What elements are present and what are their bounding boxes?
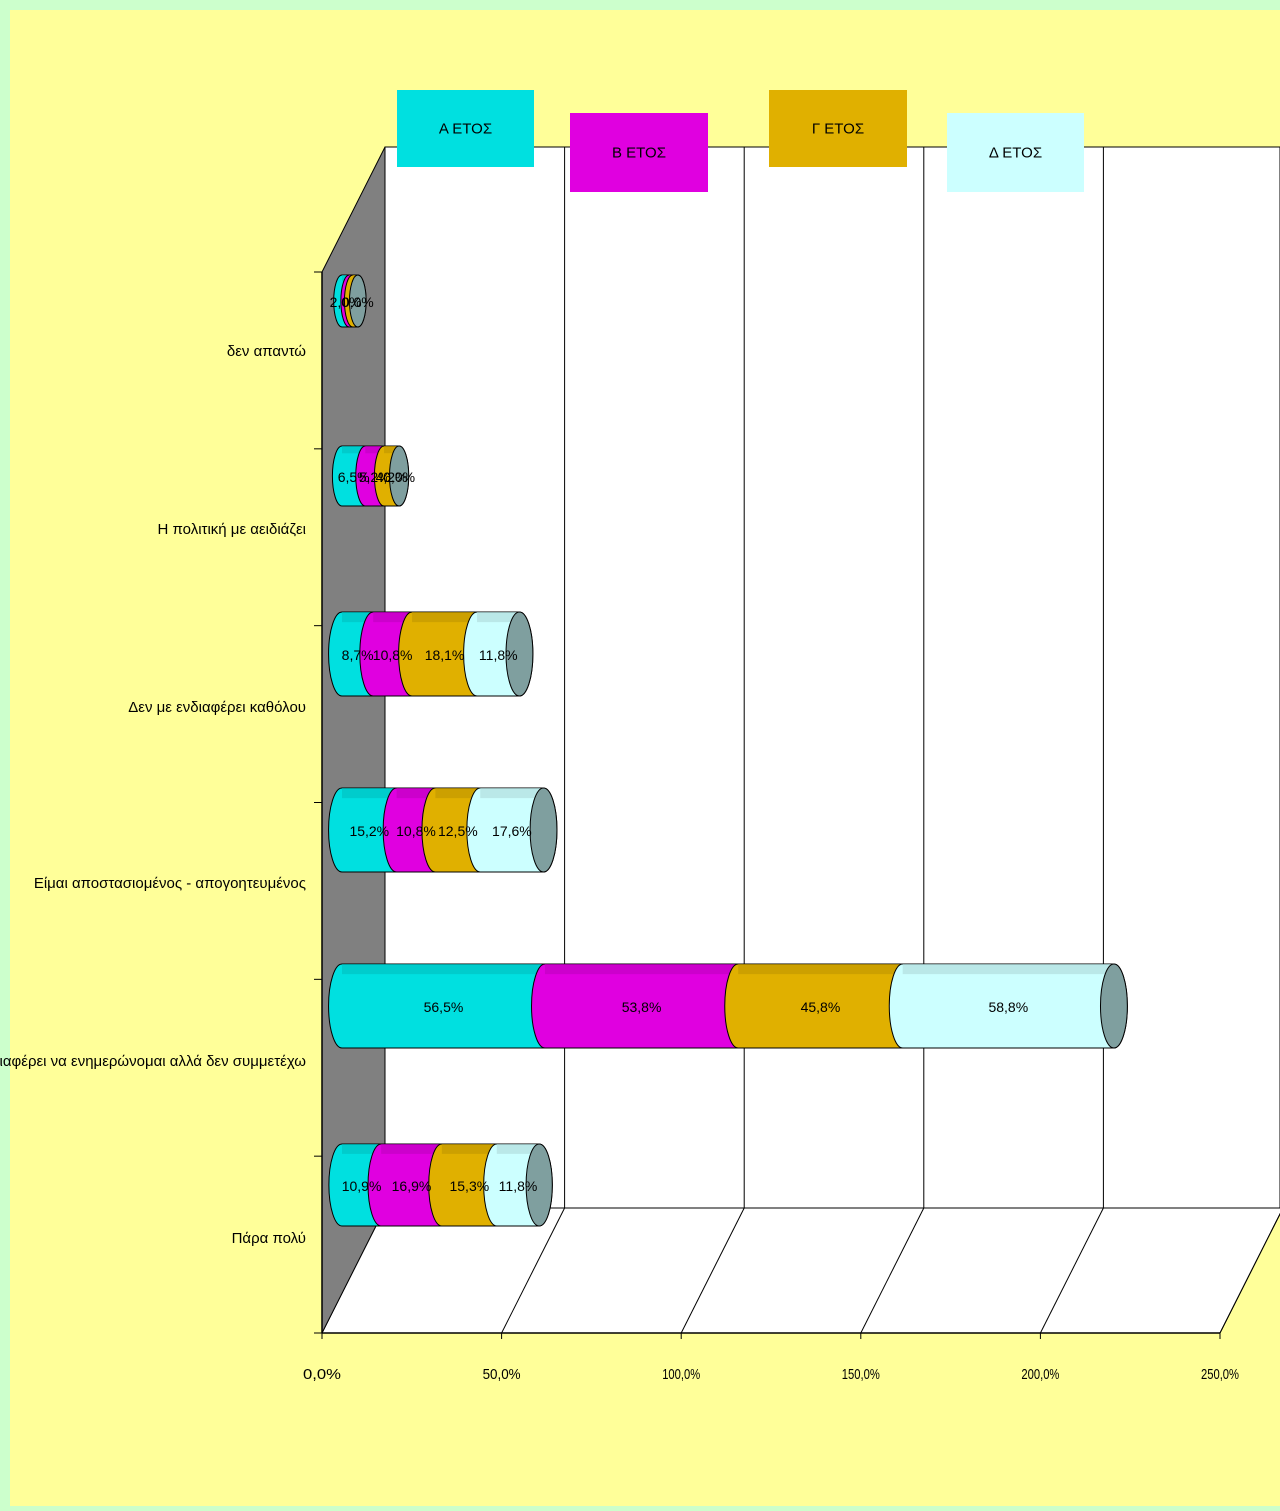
bar-end-cap — [1099, 963, 1128, 1049]
data-label: 15,3% — [449, 1178, 489, 1194]
data-label: 58,8% — [988, 999, 1028, 1015]
data-label: 45,8% — [801, 999, 841, 1015]
x-tick-label: 200,0% — [1021, 1366, 1059, 1383]
data-label: 53,8% — [622, 999, 662, 1015]
data-label: 10,9% — [342, 1178, 382, 1194]
data-label: 10,8% — [396, 823, 436, 839]
data-label: 4,2% — [376, 469, 408, 485]
bar-segment-shade — [477, 612, 520, 623]
x-tick-label: 50,0% — [483, 1366, 521, 1383]
bar-end-cap — [525, 1143, 553, 1227]
floor-gridline — [501, 1207, 566, 1334]
data-label: 10,8% — [373, 647, 413, 663]
x-tick-label: 0,0% — [303, 1366, 341, 1383]
plot-floor — [321, 1207, 1280, 1334]
bar-end-cap — [389, 445, 410, 507]
data-label: 15,2% — [349, 823, 389, 839]
bar-segment-shade — [381, 1144, 442, 1154]
data-label: 16,9% — [392, 1178, 432, 1194]
bar-segment-shade — [396, 788, 436, 799]
category-label: Η πολιτική με αειδιάζει — [158, 521, 306, 538]
bar-end-cap — [348, 274, 367, 328]
data-label: 11,8% — [479, 647, 518, 663]
legend-swatch — [769, 90, 907, 167]
bar-segment-shade — [435, 788, 481, 799]
data-label: 0,0% — [342, 294, 374, 310]
bar-segment-shade — [342, 1144, 382, 1154]
floor-gridline — [860, 1207, 925, 1334]
bar-segment-shade — [412, 612, 478, 623]
data-label: 8,7% — [342, 647, 374, 663]
data-label: 0,0% — [383, 469, 415, 485]
legend-label: Β ΕΤΟΣ — [612, 145, 666, 162]
bar-segment-shade — [544, 964, 739, 975]
x-tick-label: 100,0% — [662, 1366, 700, 1383]
data-label: 12,5% — [438, 823, 478, 839]
category-label: Πάρα πολύ — [232, 1230, 306, 1247]
data-label: 18,1% — [425, 647, 465, 663]
category-label: Είμαι αποστασιομένος - απογοητευμένος — [34, 875, 306, 892]
bar-segment-shade — [902, 964, 1114, 975]
bar-segment-shade — [342, 788, 397, 799]
bar-end-cap — [529, 787, 558, 873]
legend-label: Γ ΕΤΟΣ — [812, 121, 864, 138]
data-label: 11,8% — [499, 1178, 538, 1194]
category-label: Δεν με ενδιαφέρει καθόλου — [128, 699, 306, 716]
category-label: δεν απαντώ — [227, 343, 306, 360]
x-tick-label: 250,0% — [1201, 1366, 1239, 1383]
floor-gridline — [1219, 1212, 1280, 1334]
bar-segment-shade — [441, 1144, 497, 1154]
floor-gridline — [1039, 1207, 1104, 1334]
bar-segment-shade — [496, 1144, 540, 1154]
legend-swatch — [397, 90, 534, 167]
legend-label: Δ ΕΤΟΣ — [989, 145, 1042, 162]
legend-swatch — [947, 113, 1084, 192]
data-label: 6,5% — [338, 469, 370, 485]
bar-segment-shade — [342, 964, 545, 975]
bar-segment-shade — [373, 612, 413, 623]
data-label: 17,6% — [492, 823, 532, 839]
floor-gridline — [680, 1207, 745, 1334]
category-label: Με ενδιαφέρει να ενημερώνομαι αλλά δεν σ… — [0, 1053, 306, 1070]
data-label: 5,2% — [359, 469, 391, 485]
bar-segment-shade — [738, 964, 903, 975]
bar-end-cap — [505, 611, 534, 697]
data-label: 2,0% — [330, 294, 362, 310]
data-label: 56,5% — [424, 999, 464, 1015]
bar-segment-shade — [480, 788, 544, 799]
legend-swatch — [570, 113, 708, 192]
x-tick-label: 150,0% — [842, 1366, 880, 1383]
legend-label: Α ΕΤΟΣ — [439, 121, 492, 138]
